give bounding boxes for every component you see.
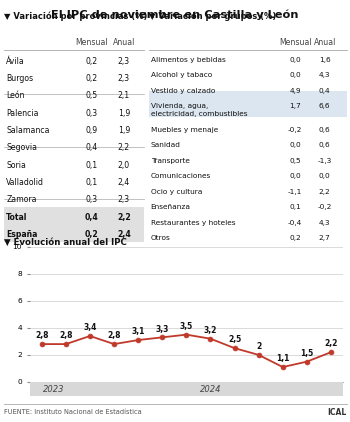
Text: 0,6: 0,6 — [319, 127, 330, 133]
Text: 0,3: 0,3 — [86, 195, 98, 204]
Text: 4,3: 4,3 — [319, 72, 330, 78]
Text: 2,4: 2,4 — [118, 178, 130, 187]
Text: Zamora: Zamora — [6, 195, 37, 204]
Text: Alimentos y bebidas: Alimentos y bebidas — [151, 57, 225, 63]
Text: Otros: Otros — [151, 235, 170, 241]
Text: 0,2: 0,2 — [85, 230, 99, 239]
Text: 0,0: 0,0 — [289, 57, 301, 63]
Text: Burgos: Burgos — [6, 74, 33, 83]
Text: 1,6: 1,6 — [319, 57, 330, 63]
Text: 0,6: 0,6 — [319, 143, 330, 149]
Text: -0,4: -0,4 — [288, 220, 302, 226]
Text: Mensual: Mensual — [279, 38, 312, 47]
Text: 0,4: 0,4 — [85, 143, 98, 152]
FancyBboxPatch shape — [4, 224, 144, 241]
Text: 3,4: 3,4 — [83, 323, 97, 332]
Text: 2,2: 2,2 — [117, 213, 131, 222]
Text: 2,2: 2,2 — [319, 189, 331, 195]
Text: 1,9: 1,9 — [118, 126, 130, 135]
Text: Segovia: Segovia — [6, 143, 37, 152]
Text: -0,2: -0,2 — [288, 127, 302, 133]
Text: Ocio y cultura: Ocio y cultura — [151, 189, 202, 195]
Text: 0,1: 0,1 — [85, 161, 98, 170]
Text: -1,3: -1,3 — [317, 158, 332, 164]
Text: 0,4: 0,4 — [85, 213, 99, 222]
Text: Anual: Anual — [314, 38, 336, 47]
Text: ▼ Variación por provincias (%): ▼ Variación por provincias (%) — [4, 12, 147, 21]
Text: 4,9: 4,9 — [289, 88, 301, 94]
Text: 2023: 2023 — [43, 384, 65, 394]
Text: 0,2: 0,2 — [86, 57, 98, 66]
Text: Restaurantes y hoteles: Restaurantes y hoteles — [151, 220, 235, 226]
Text: Enseñanza: Enseñanza — [151, 204, 191, 210]
Text: 0,9: 0,9 — [86, 126, 98, 135]
Text: Vivienda, agua,
electricidad, combustibles: Vivienda, agua, electricidad, combustibl… — [151, 103, 247, 116]
Text: 2,0: 2,0 — [118, 161, 130, 170]
Text: Valladolid: Valladolid — [6, 178, 44, 187]
Text: 0,5: 0,5 — [86, 92, 98, 100]
Text: 2,8: 2,8 — [35, 331, 49, 340]
Text: 1,7: 1,7 — [289, 103, 301, 109]
Text: 0,4: 0,4 — [319, 88, 330, 94]
Text: 3,1: 3,1 — [132, 327, 145, 336]
Text: 2,7: 2,7 — [319, 235, 331, 241]
FancyBboxPatch shape — [4, 207, 144, 224]
Text: 2,1: 2,1 — [118, 92, 130, 100]
Text: Vestido y calzado: Vestido y calzado — [151, 88, 215, 94]
Text: 2,5: 2,5 — [228, 335, 241, 344]
Text: -0,2: -0,2 — [317, 204, 332, 210]
Text: 2,3: 2,3 — [118, 195, 130, 204]
Text: Comunicaciones: Comunicaciones — [151, 173, 211, 179]
Text: -1,1: -1,1 — [288, 189, 302, 195]
Text: 2,2: 2,2 — [118, 143, 130, 152]
Text: León: León — [6, 92, 25, 100]
Text: Transporte: Transporte — [151, 158, 190, 164]
Text: 2,2: 2,2 — [324, 339, 338, 349]
Text: 2,3: 2,3 — [118, 57, 130, 66]
Text: 0,2: 0,2 — [289, 235, 301, 241]
Text: ICAL: ICAL — [327, 408, 346, 417]
Text: Ávila: Ávila — [6, 57, 25, 66]
FancyBboxPatch shape — [78, 382, 343, 396]
Text: 0,0: 0,0 — [289, 173, 301, 179]
Text: Total: Total — [6, 213, 28, 222]
Text: 2,8: 2,8 — [107, 331, 121, 340]
FancyBboxPatch shape — [30, 382, 78, 396]
Text: Anual: Anual — [113, 38, 135, 47]
Text: FUENTE: Instituto Nacional de Estadística: FUENTE: Instituto Nacional de Estadístic… — [4, 409, 141, 415]
Text: 4,3: 4,3 — [319, 220, 330, 226]
Text: El IPC de noviembre en Castilla y León: El IPC de noviembre en Castilla y León — [51, 10, 299, 20]
FancyBboxPatch shape — [149, 91, 346, 117]
Text: ▼ Variación por grupos (%): ▼ Variación por grupos (%) — [149, 12, 276, 21]
Text: 1,1: 1,1 — [276, 354, 289, 363]
Text: Salamanca: Salamanca — [6, 126, 50, 135]
Text: 0,0: 0,0 — [319, 173, 331, 179]
Text: 2: 2 — [256, 342, 261, 351]
Text: 0,1: 0,1 — [85, 178, 98, 187]
Text: España: España — [6, 230, 38, 239]
Text: 1,5: 1,5 — [300, 349, 314, 358]
Text: 3,5: 3,5 — [180, 322, 193, 331]
Text: 1,9: 1,9 — [118, 109, 130, 118]
Text: 0,3: 0,3 — [86, 109, 98, 118]
Text: 2024: 2024 — [200, 384, 221, 394]
Text: 0,0: 0,0 — [289, 143, 301, 149]
Text: 0,2: 0,2 — [86, 74, 98, 83]
Text: 2,8: 2,8 — [59, 331, 73, 340]
Text: 2,4: 2,4 — [117, 230, 131, 239]
Text: 6,6: 6,6 — [319, 103, 330, 109]
Text: 0,0: 0,0 — [289, 72, 301, 78]
Text: 3,2: 3,2 — [204, 326, 217, 335]
Text: 0,5: 0,5 — [289, 158, 301, 164]
Text: 0,1: 0,1 — [289, 204, 301, 210]
Text: 2,3: 2,3 — [118, 74, 130, 83]
Text: ▼ Evolución anual del IPC: ▼ Evolución anual del IPC — [4, 238, 126, 247]
Text: 3,3: 3,3 — [156, 325, 169, 333]
Text: Mensual: Mensual — [75, 38, 108, 47]
Text: Soria: Soria — [6, 161, 26, 170]
Text: Muebles y menaje: Muebles y menaje — [151, 127, 218, 133]
Text: Alcohol y tabaco: Alcohol y tabaco — [151, 72, 212, 78]
Text: Palencia: Palencia — [6, 109, 39, 118]
Text: Sanidad: Sanidad — [151, 143, 181, 149]
